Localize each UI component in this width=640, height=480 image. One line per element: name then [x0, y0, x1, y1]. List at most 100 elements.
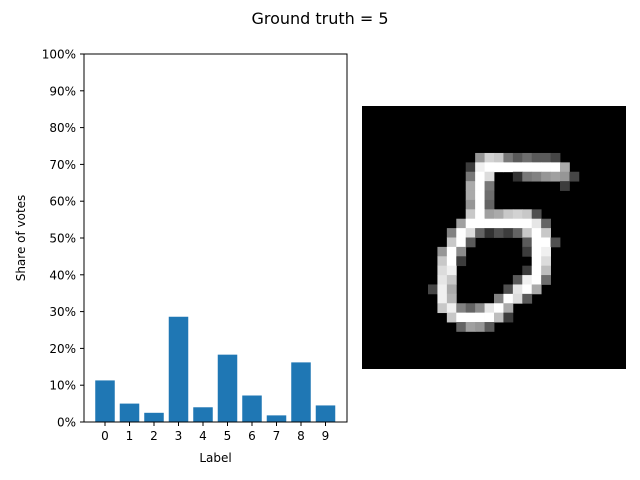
- x-tick-label-8: 8: [297, 429, 305, 443]
- digit-pixel: [484, 209, 495, 220]
- digit-pixel: [456, 246, 467, 257]
- digit-pixel: [446, 265, 457, 276]
- digit-pixel: [484, 218, 495, 229]
- digit-pixel: [512, 162, 523, 173]
- x-tick-label-7: 7: [273, 429, 281, 443]
- digit-pixel: [512, 228, 523, 238]
- bar-8: [291, 362, 311, 422]
- digit-pixel: [522, 284, 533, 295]
- digit-pixel: [465, 190, 476, 201]
- digit-pixel: [512, 218, 523, 229]
- digit-pixel: [494, 293, 504, 304]
- digit-pixel: [531, 246, 542, 257]
- digit-pixel: [437, 256, 448, 267]
- digit-pixel: [541, 228, 551, 238]
- digit-pixel: [494, 312, 504, 323]
- digit-pixel: [446, 275, 457, 285]
- x-tick-label-0: 0: [101, 429, 109, 443]
- digit-pixel: [503, 312, 514, 323]
- x-tick-label-3: 3: [175, 429, 183, 443]
- digit-pixel: [484, 322, 495, 332]
- digit-pixel: [512, 152, 523, 163]
- digit-pixel: [560, 171, 570, 182]
- x-tick-label-5: 5: [224, 429, 232, 443]
- digit-pixel: [456, 312, 467, 323]
- digit-pixel: [550, 171, 561, 182]
- digit-pixel: [465, 237, 476, 248]
- bar-5: [217, 354, 238, 422]
- digit-pixel: [494, 218, 504, 229]
- digit-pixel: [541, 246, 551, 257]
- digit-pixel: [465, 209, 476, 220]
- digit-pixel: [531, 152, 542, 163]
- x-tick-label-1: 1: [126, 429, 134, 443]
- y-tick-label-7: 70%: [49, 158, 76, 172]
- x-tick-label-9: 9: [322, 429, 330, 443]
- digit-pixel: [531, 218, 542, 229]
- digit-pixel: [456, 218, 467, 229]
- digit-pixel: [465, 162, 476, 173]
- digit-pixel: [503, 303, 514, 314]
- digit-pixel: [475, 152, 485, 163]
- bar-1: [119, 403, 140, 422]
- digit-pixel: [503, 162, 514, 173]
- bars: [95, 316, 336, 422]
- y-tick-label-8: 80%: [49, 121, 76, 135]
- digit-pixel: [531, 228, 542, 238]
- y-tick-label-10: 100%: [42, 48, 76, 62]
- figure-suptitle: Ground truth = 5: [251, 9, 388, 28]
- digit-pixel: [503, 284, 514, 295]
- digit-pixel: [512, 209, 523, 220]
- digit-pixel: [456, 322, 467, 332]
- bar-chart: 0% 10% 20% 30% 40% 50% 60% 70% 80% 90% 100% 0 1 2 3 4 5…: [14, 48, 348, 465]
- digit-pixel: [465, 181, 476, 191]
- digit-pixel: [446, 228, 457, 238]
- digit-pixel: [531, 171, 542, 182]
- digit-pixels: [428, 152, 580, 332]
- digit-pixel: [484, 228, 495, 238]
- x-axis-label: Label: [199, 451, 231, 465]
- digit-pixel: [494, 162, 504, 173]
- digit-pixel: [541, 218, 551, 229]
- digit-pixel: [465, 303, 476, 314]
- digit-pixel: [465, 312, 476, 323]
- x-tick-label-2: 2: [150, 429, 158, 443]
- digit-pixel: [475, 312, 485, 323]
- digit-pixel: [560, 181, 570, 191]
- digit-pixel: [446, 293, 457, 304]
- bar-9: [315, 405, 336, 422]
- digit-pixel: [531, 256, 542, 267]
- y-tick-label-1: 10%: [49, 379, 76, 393]
- digit-pixel: [475, 199, 485, 210]
- digit-pixel: [475, 190, 485, 201]
- digit-pixel: [494, 209, 504, 220]
- digit-pixel: [446, 303, 457, 314]
- digit-pixel: [465, 228, 476, 238]
- digit-pixel: [531, 209, 542, 220]
- bar-3: [168, 316, 189, 422]
- digit-pixel: [512, 293, 523, 304]
- digit-pixel: [522, 218, 533, 229]
- x-axis-ticks: 0 1 2 3 4 5 6 7 8 9: [101, 422, 329, 443]
- digit-pixel: [503, 152, 514, 163]
- digit-pixel: [531, 265, 542, 276]
- digit-pixel: [494, 228, 504, 238]
- digit-pixel: [475, 322, 485, 332]
- digit-pixel: [456, 256, 467, 267]
- digit-pixel: [541, 265, 551, 276]
- digit-pixel: [550, 162, 561, 173]
- digit-pixel: [512, 275, 523, 285]
- digit-pixel: [522, 171, 533, 182]
- digit-pixel: [503, 293, 514, 304]
- digit-pixel: [484, 152, 495, 163]
- digit-pixel: [522, 293, 533, 304]
- digit-pixel: [541, 256, 551, 267]
- digit-pixel: [484, 190, 495, 201]
- digit-pixel: [531, 284, 542, 295]
- y-tick-label-2: 20%: [49, 342, 76, 356]
- digit-pixel: [456, 228, 467, 238]
- y-tick-label-6: 60%: [49, 195, 76, 209]
- digit-pixel: [437, 303, 448, 314]
- digit-pixel: [541, 152, 551, 163]
- digit-pixel: [484, 303, 495, 314]
